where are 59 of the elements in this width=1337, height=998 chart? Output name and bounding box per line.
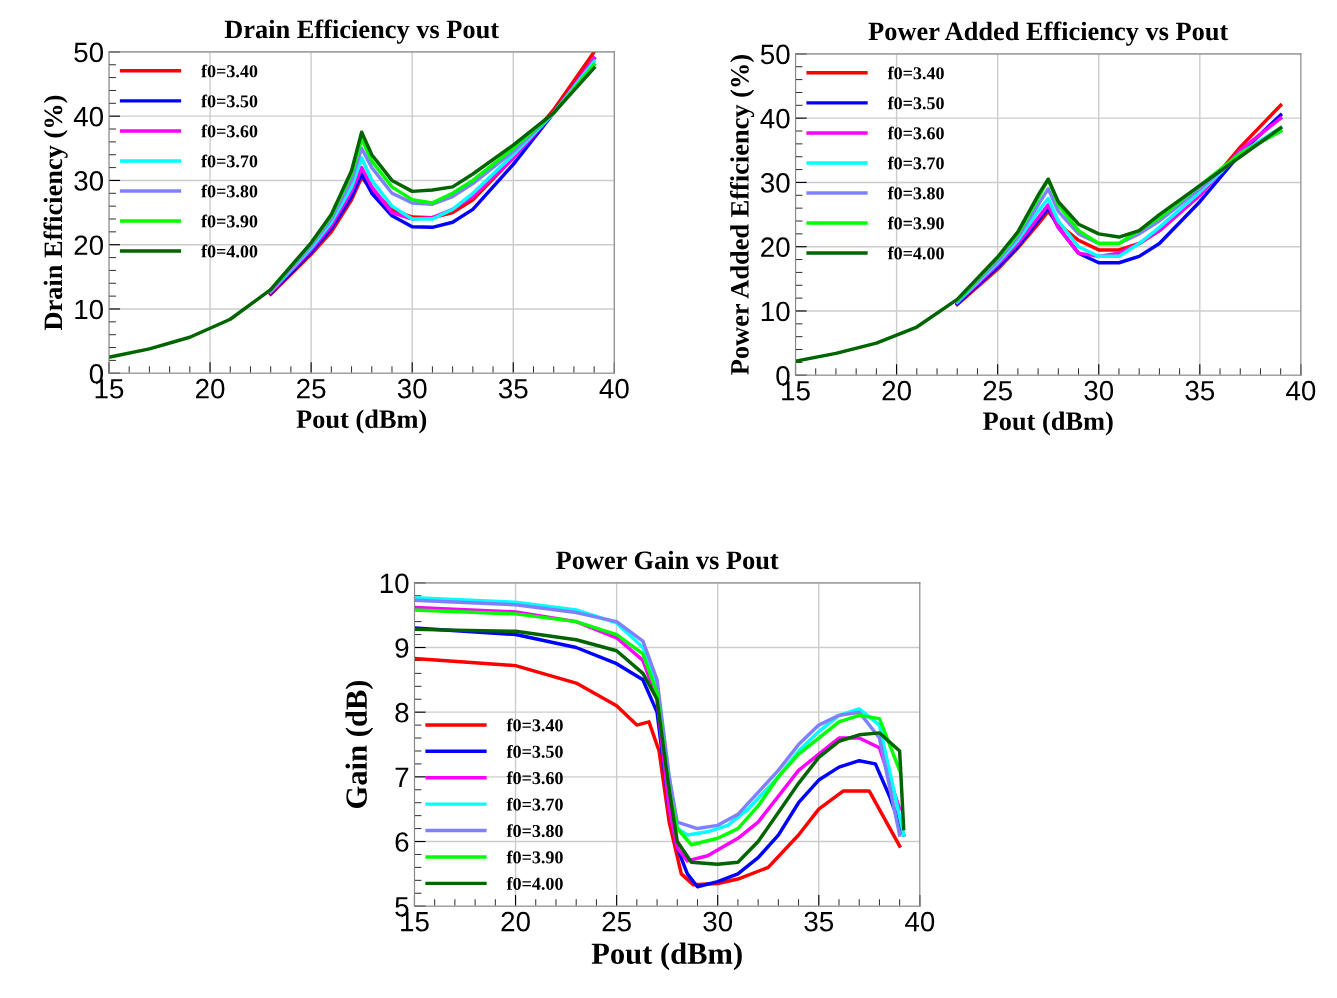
legend-label: f0=3.80 xyxy=(201,184,258,198)
legend-label: f0=3.70 xyxy=(201,154,258,168)
y-tick-label: 30 xyxy=(760,173,790,193)
chart-title: Drain Efficiency vs Pout xyxy=(224,19,499,44)
legend-label: f0=3.40 xyxy=(887,66,944,80)
legend-label: f0=3.90 xyxy=(887,216,944,230)
y-tick-label: 40 xyxy=(73,106,104,127)
x-tick-label: 25 xyxy=(297,378,326,399)
y-axis-title: Drain Efficiency (%) xyxy=(43,95,68,331)
chart-title: Power Added Efficiency vs Pout xyxy=(868,21,1229,46)
y-tick-label: 40 xyxy=(760,108,790,129)
x-tick-label: 20 xyxy=(501,911,530,932)
y-tick-label: 9 xyxy=(395,638,409,658)
legend-label: f0=3.60 xyxy=(887,126,944,140)
x-axis-title: Pout (dBm) xyxy=(591,942,742,971)
y-tick-label: 30 xyxy=(74,171,104,191)
legend-label: f0=3.80 xyxy=(506,824,563,838)
x-axis-title: Pout (dBm) xyxy=(983,411,1113,436)
legend-label: f0=3.70 xyxy=(506,797,563,811)
x-tick-label: 20 xyxy=(882,380,911,401)
y-tick-label: 20 xyxy=(761,237,790,258)
legend-label: f0=3.40 xyxy=(506,718,563,732)
y-tick-label: 50 xyxy=(760,44,790,65)
y-tick-label: 6 xyxy=(395,832,409,852)
x-tick-label: 40 xyxy=(599,378,629,399)
legend-label: f0=4.00 xyxy=(887,246,944,260)
legend-label: f0=3.60 xyxy=(506,771,563,785)
y-axis-title: Power Added Efficiency (%) xyxy=(729,55,755,375)
x-tick-label: 35 xyxy=(498,378,528,399)
y-tick-label: 8 xyxy=(395,702,409,723)
legend-label: f0=4.00 xyxy=(201,244,258,258)
x-tick-label: 35 xyxy=(804,911,834,932)
x-axis-title: Pout (dBm) xyxy=(296,409,427,434)
legend-label: f0=3.60 xyxy=(201,124,258,138)
legend-label: f0=3.50 xyxy=(887,96,944,110)
x-tick-label: 40 xyxy=(905,911,935,932)
legend-label: f0=3.50 xyxy=(506,744,563,758)
y-axis-title: Gain (dB) xyxy=(345,680,374,808)
legend-label: f0=3.90 xyxy=(201,214,258,228)
chart-title: Power Gain vs Pout xyxy=(556,550,779,570)
legend-label: f0=3.50 xyxy=(201,94,258,108)
legend-label: f0=3.40 xyxy=(201,64,258,78)
x-tick-label: 20 xyxy=(195,378,225,399)
legend-label: f0=4.00 xyxy=(506,876,563,890)
legend-label: f0=3.70 xyxy=(887,156,944,170)
y-tick-label: 10 xyxy=(761,301,790,322)
y-tick-label: 10 xyxy=(75,299,104,320)
y-tick-label: 7 xyxy=(395,767,409,787)
x-tick-label: 25 xyxy=(602,911,631,932)
x-tick-label: 35 xyxy=(1185,380,1215,401)
legend-label: f0=3.90 xyxy=(506,850,563,864)
x-tick-label: 25 xyxy=(983,380,1012,401)
x-tick-label: 40 xyxy=(1286,380,1316,401)
legend-label: f0=3.80 xyxy=(887,186,944,200)
y-tick-label: 10 xyxy=(380,573,409,594)
y-tick-label: 50 xyxy=(74,42,104,63)
x-tick-label: 30 xyxy=(703,911,733,932)
y-tick-label: 20 xyxy=(74,235,104,256)
x-tick-label: 30 xyxy=(1084,380,1114,401)
